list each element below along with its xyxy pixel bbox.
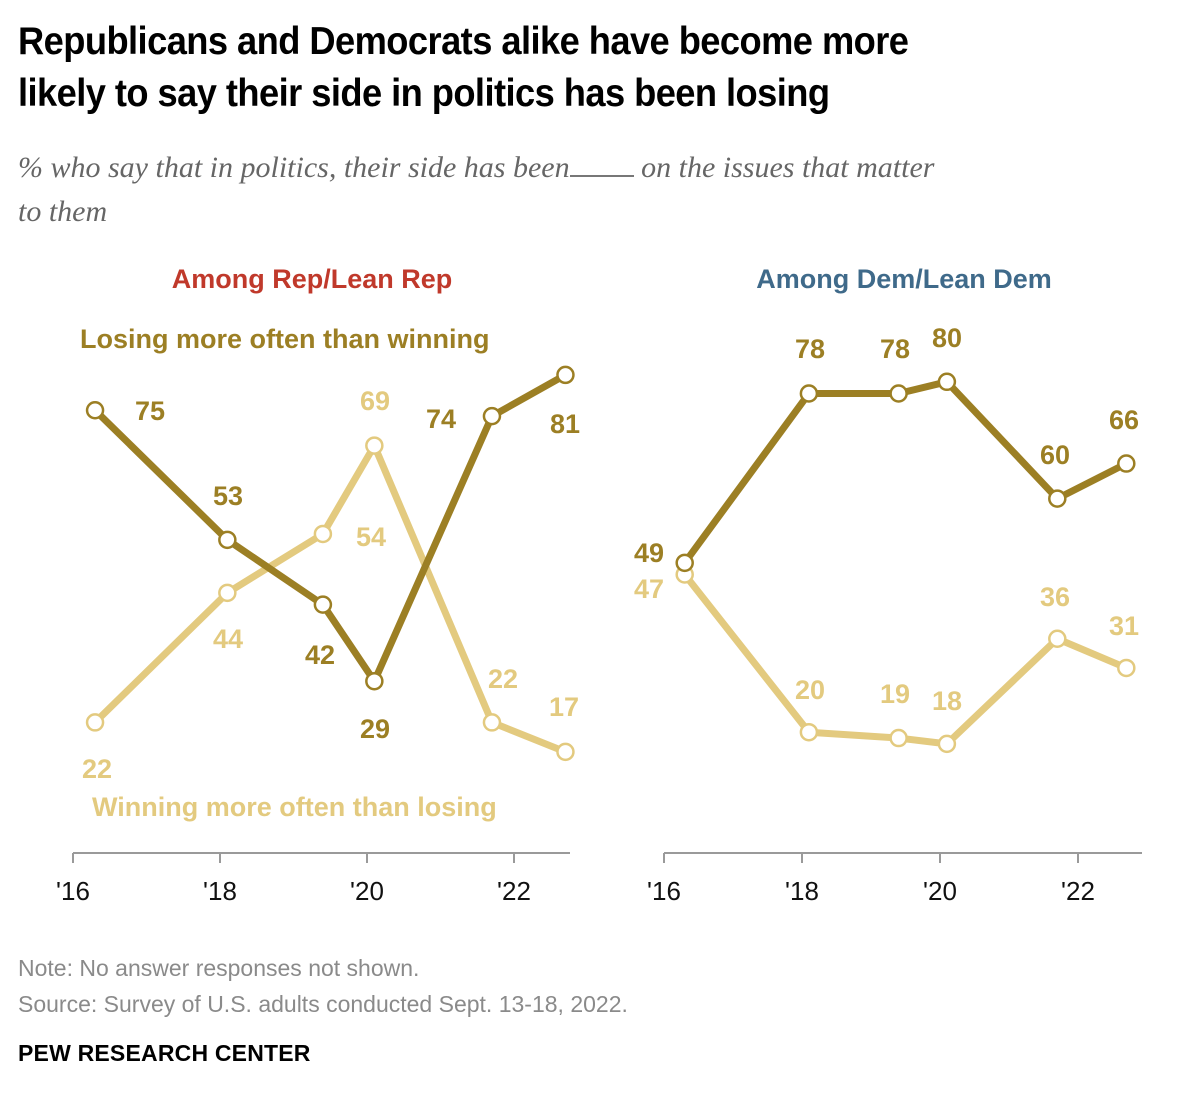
source-text: Source: Survey of U.S. adults conducted …	[18, 991, 628, 1017]
line-losing	[92, 371, 568, 685]
point-losing	[218, 530, 237, 550]
data-label-losing: 75	[135, 396, 165, 426]
subtitle-blank	[569, 157, 634, 177]
point-losing	[675, 553, 694, 573]
x-tick-label: '16	[56, 876, 90, 906]
point-losing	[1117, 454, 1136, 473]
brand-label: PEW RESEARCH CENTER	[18, 1040, 311, 1066]
x-tick-label: '22	[1061, 876, 1095, 906]
data-label-winning: 22	[82, 754, 112, 784]
data-label-losing: 74	[426, 404, 456, 434]
point-winning	[313, 524, 333, 544]
point-losing	[937, 372, 957, 392]
data-label-losing: 78	[880, 334, 910, 364]
annotation-losing: Losing more often than winning	[80, 324, 489, 354]
rep-panel: Among Rep/Lean Rep '16 '18 '20 '22 75 53 42 29 74…	[56, 264, 580, 906]
x-tick-label: '20	[350, 876, 384, 906]
data-label-winning: 44	[213, 624, 243, 654]
point-winning	[1048, 629, 1067, 649]
data-label-losing: 80	[932, 323, 962, 353]
point-losing	[313, 595, 333, 614]
point-winning	[799, 722, 819, 742]
chart-title-line-2: likely to say their side in politics has…	[18, 72, 830, 115]
x-tick-label: '20	[923, 876, 957, 906]
data-label-losing: 81	[550, 409, 580, 439]
point-winning	[365, 436, 384, 455]
data-label-winning: 18	[932, 686, 962, 716]
point-losing	[85, 401, 105, 420]
subtitle-part-2: on the issues that matter	[633, 151, 935, 184]
data-label-losing: 66	[1109, 405, 1139, 435]
line-losing	[681, 378, 1128, 565]
point-losing	[889, 384, 908, 403]
x-tick-label: '16	[647, 876, 681, 906]
subtitle-line-2: to them	[18, 195, 108, 228]
point-losing	[1048, 489, 1067, 508]
footer-notes: Note: No answer responses not shown. Sou…	[18, 950, 628, 1022]
x-tick-label: '18	[203, 876, 237, 906]
data-label-winning: 54	[356, 522, 386, 552]
data-label-winning: 31	[1109, 611, 1139, 641]
chart-title: Republicans and Democrats alike have bec…	[18, 16, 1106, 120]
data-label-losing: 53	[213, 481, 243, 511]
data-label-losing: 42	[305, 640, 335, 670]
data-label-winning: 17	[549, 692, 579, 722]
annotation-winning: Winning more often than losing	[92, 792, 497, 822]
line-winning	[681, 572, 1128, 748]
data-label-winning: 20	[795, 675, 825, 705]
data-label-winning: 36	[1040, 582, 1070, 612]
note-text: Note: No answer responses not shown.	[18, 955, 420, 981]
point-winning	[937, 734, 957, 754]
x-tick-label: '18	[785, 876, 819, 906]
panel-title: Among Rep/Lean Rep	[172, 264, 453, 294]
data-label-winning: 19	[880, 679, 910, 709]
point-losing	[556, 365, 575, 385]
point-losing	[365, 671, 384, 691]
point-winning	[218, 583, 237, 603]
point-losing	[799, 384, 819, 403]
point-winning	[1117, 658, 1136, 678]
x-tick-label: '22	[497, 876, 531, 906]
panel-title: Among Dem/Lean Dem	[756, 264, 1052, 294]
data-label-losing: 29	[360, 714, 390, 744]
data-label-winning: 69	[360, 386, 390, 416]
chart-subtitle: % who say that in politics, their side h…	[18, 146, 1188, 234]
line-winning	[92, 442, 567, 756]
data-label-winning: 22	[488, 664, 518, 694]
data-label-winning: 47	[634, 574, 664, 604]
dem-panel: Among Dem/Lean Dem '16 '18 '20 '22 49 78 78 80 60…	[634, 264, 1142, 906]
point-winning	[556, 742, 575, 762]
point-winning	[482, 713, 502, 732]
chart-title-line-1: Republicans and Democrats alike have bec…	[18, 20, 909, 63]
point-winning	[889, 728, 908, 748]
point-winning	[85, 713, 105, 732]
subtitle-part-1: % who say that in politics, their side h…	[18, 151, 570, 184]
data-label-losing: 60	[1040, 440, 1070, 470]
data-label-losing: 49	[634, 538, 664, 568]
data-label-losing: 78	[795, 334, 825, 364]
point-losing	[482, 406, 502, 426]
